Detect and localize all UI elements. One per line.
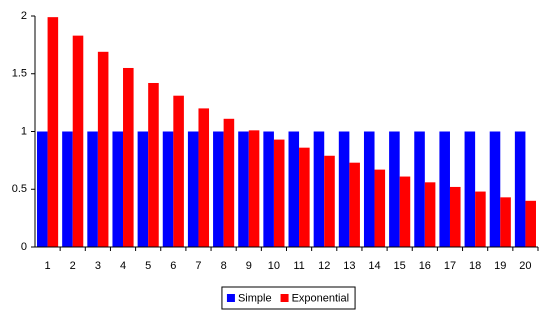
x-tick-label: 17 (444, 260, 456, 272)
bar (263, 131, 274, 247)
bar (389, 131, 400, 247)
bar (313, 131, 325, 247)
bar (248, 130, 260, 247)
x-tick-label: 11 (293, 260, 304, 272)
legend: Simple Exponential (221, 286, 356, 310)
bar (137, 131, 149, 247)
bar (324, 155, 335, 247)
x-tick-label: 2 (70, 260, 76, 272)
x-tick-label: 14 (368, 260, 380, 272)
x-tick-label: 6 (170, 260, 176, 272)
bar (97, 51, 109, 248)
legend-swatch (226, 294, 235, 302)
y-tick-label: 1.5 (12, 68, 27, 80)
bar (47, 17, 59, 248)
bar (112, 131, 124, 247)
x-tick-label: 7 (195, 260, 201, 272)
bar (198, 108, 210, 248)
bar (414, 131, 425, 247)
x-tick-label: 1 (45, 260, 51, 272)
bar (439, 131, 450, 247)
bar (213, 131, 224, 247)
x-tick-label: 16 (419, 260, 431, 272)
x-tick-label: 13 (343, 260, 355, 272)
bar (238, 131, 249, 247)
bar (123, 67, 134, 247)
bar (162, 131, 174, 247)
bar (87, 131, 98, 247)
bar (500, 197, 511, 247)
x-tick-label: 4 (120, 260, 126, 272)
x-tick-label: 9 (246, 260, 252, 272)
bar (273, 139, 285, 247)
bar (62, 131, 73, 247)
bar (399, 176, 411, 247)
x-tick-label: 3 (95, 260, 101, 272)
x-tick-label: 19 (494, 260, 506, 272)
bar (349, 162, 360, 247)
bar (525, 200, 536, 247)
legend-label: Simple (238, 292, 272, 304)
bar (374, 169, 386, 247)
bar (338, 131, 350, 247)
x-tick-label: 10 (268, 260, 280, 272)
bar (37, 131, 48, 247)
bar (187, 131, 199, 247)
bar (464, 131, 476, 247)
bar (514, 131, 526, 247)
bar (475, 191, 486, 247)
bar (299, 147, 310, 247)
legend-label: Exponential (292, 292, 350, 304)
y-tick-label: 0.5 (12, 183, 27, 195)
y-tick-label: 2 (21, 10, 27, 22)
x-tick-label: 8 (221, 260, 227, 272)
legend-swatch (280, 294, 289, 302)
x-tick-label: 12 (318, 260, 330, 272)
x-tick-label: 15 (394, 260, 406, 272)
x-tick-label: 18 (469, 260, 481, 272)
bar (288, 131, 300, 247)
bar (449, 186, 461, 247)
bar (173, 95, 184, 247)
bar (72, 35, 84, 248)
x-tick-label: 20 (519, 260, 531, 272)
bar (148, 82, 159, 248)
y-tick-label: 0 (21, 241, 27, 253)
bar (489, 131, 501, 247)
bar (223, 118, 235, 247)
x-tick-label: 5 (145, 260, 151, 272)
y-tick-label: 1 (21, 125, 27, 137)
bar (363, 131, 375, 247)
bar (424, 182, 436, 247)
